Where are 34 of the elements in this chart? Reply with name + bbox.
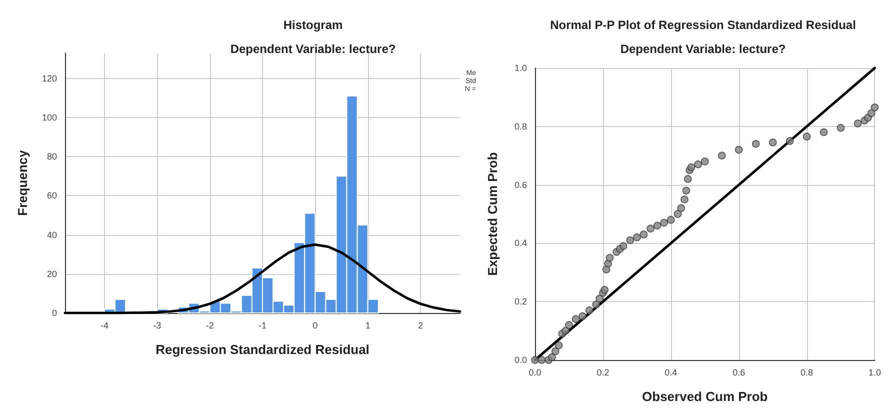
y-tick-label: 0.4 (514, 238, 527, 248)
chart-subtitle: Dependent Variable: lecture? (230, 42, 396, 56)
x-tick-label: 1 (365, 320, 370, 330)
y-axis-title: Expected Cum Prob (485, 152, 500, 276)
x-tick-label: 1.0 (868, 368, 881, 378)
y-tick-label: 80 (46, 152, 57, 162)
y-tick-label: 120 (42, 73, 57, 84)
y-tick-label: 0.6 (514, 180, 527, 190)
y-tick-label: 0.8 (514, 121, 527, 132)
y-tick-label: 1.0 (514, 63, 527, 73)
y-tick-label: 60 (46, 190, 57, 201)
y-tick-label: 20 (46, 268, 57, 279)
x-tick-label: -1 (258, 320, 267, 330)
y-tick-label: 100 (42, 112, 57, 123)
x-tick-label: -2 (206, 320, 214, 330)
x-axis-title: Observed Cum Prob (642, 389, 768, 404)
x-tick-label: 0 (312, 320, 318, 330)
chart-title: Histogram (283, 18, 343, 32)
x-tick-label: 0.8 (800, 368, 814, 378)
x-tick-label: -4 (100, 320, 109, 330)
y-tick-label: 40 (46, 230, 57, 240)
chart-title: Normal P-P Plot of Regression Standardized Residual (550, 18, 856, 32)
x-tick-label: 2 (418, 320, 424, 330)
x-axis-title: Regression Standardized Residual (156, 342, 370, 357)
y-axis-title: Frequency (15, 149, 30, 216)
y-tick-label: 0 (52, 308, 57, 318)
x-tick-label: 0.0 (528, 368, 542, 378)
x-tick-label: 0.4 (664, 368, 678, 378)
x-tick-label: -3 (153, 320, 162, 330)
x-tick-label: 0.2 (596, 368, 610, 378)
chart-subtitle: Dependent Variable: lecture? (620, 42, 786, 56)
y-tick-label: 0.2 (514, 296, 527, 307)
x-tick-label: 0.6 (732, 368, 746, 378)
y-tick-label: 0.0 (514, 355, 527, 365)
